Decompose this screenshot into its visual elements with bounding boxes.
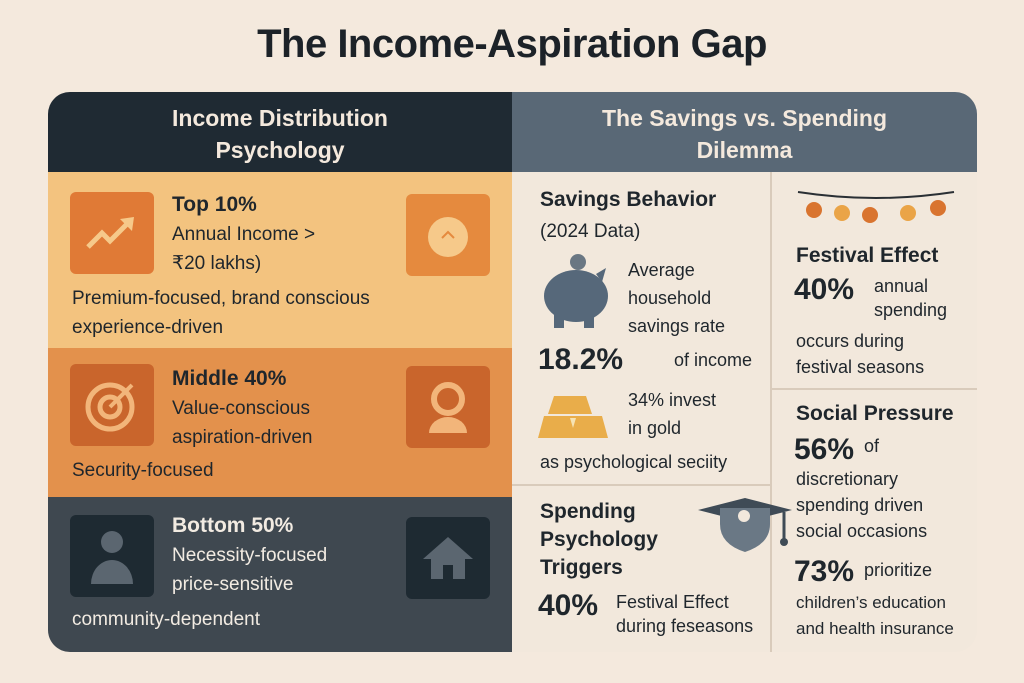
target-icon bbox=[70, 364, 154, 446]
savings-divider bbox=[512, 484, 770, 486]
left-header-line2: Psychology bbox=[215, 137, 345, 163]
bottom-50-line1: Necessity-focused bbox=[172, 545, 328, 566]
savings-rate-stat: 18.2% bbox=[538, 343, 624, 376]
middle-40-band: Middle 40% Value-conscious aspiration-driv… bbox=[48, 348, 512, 497]
education-line0: prioritize bbox=[864, 560, 933, 580]
education-line1: children’s education bbox=[796, 593, 946, 612]
savings-line2: household bbox=[628, 288, 712, 308]
festival-stat: 40% bbox=[794, 273, 855, 306]
column-divider bbox=[770, 172, 772, 652]
savings-subtitle: (2024 Data) bbox=[540, 221, 641, 242]
infographic-card: Income Distribution Psychology The Saving… bbox=[48, 92, 977, 652]
middle-40-line1: Value-conscious bbox=[172, 398, 311, 419]
bottom-50-desc: community-dependent bbox=[72, 609, 260, 630]
triggers-title1: Spending bbox=[540, 500, 636, 523]
social-stat: 56% bbox=[794, 433, 855, 466]
user-icon bbox=[70, 515, 154, 597]
bottom-50-title: Bottom 50% bbox=[172, 514, 294, 537]
bottom-50-line2: price-sensitive bbox=[172, 574, 294, 595]
middle-40-desc: Security-focused bbox=[72, 460, 214, 481]
education-stat: 73% bbox=[794, 555, 855, 588]
education-line2: and health insurance bbox=[796, 619, 954, 638]
festival-line4: festival seasons bbox=[796, 357, 925, 377]
savings-title: Savings Behavior bbox=[540, 188, 717, 211]
social-of: of bbox=[864, 436, 880, 456]
right-header-line2: Dilemma bbox=[696, 137, 793, 163]
top-10-title: Top 10% bbox=[172, 193, 257, 216]
top-10-desc2: experience-driven bbox=[72, 317, 224, 338]
left-header: Income Distribution Psychology bbox=[48, 92, 512, 172]
page-title: The Income-Aspiration Gap bbox=[257, 22, 767, 66]
person-icon bbox=[406, 366, 490, 448]
graduation-shield-icon bbox=[698, 498, 792, 552]
top-10-band: Top 10% Annual Income > ₹20 lakhs) Premium… bbox=[48, 172, 512, 348]
bottom-50-band: Bottom 50% Necessity-focused price-sensiti… bbox=[48, 497, 512, 652]
savings-rate-text: of income bbox=[674, 350, 753, 370]
middle-40-line2: aspiration-driven bbox=[172, 427, 313, 448]
gold-bars-icon bbox=[538, 396, 608, 438]
festival-line3: occurs during bbox=[796, 331, 905, 351]
right-header: The Savings vs. Spending Dilemma bbox=[512, 92, 977, 172]
top-10-line2: ₹20 lakhs) bbox=[172, 253, 262, 274]
piggy-bank-icon bbox=[544, 254, 608, 328]
trending-up-icon bbox=[70, 192, 154, 274]
triggers-line1: Festival Effect bbox=[616, 592, 729, 612]
festival-line2: spending bbox=[874, 300, 948, 320]
gold-line1: 34% invest bbox=[628, 390, 717, 410]
social-line2: spending driven bbox=[796, 495, 924, 515]
festival-divider bbox=[772, 388, 977, 390]
festival-title: Festival Effect bbox=[796, 244, 939, 267]
savings-line1: Average bbox=[628, 260, 695, 280]
home-icon bbox=[406, 517, 490, 599]
gold-line3: as psychological seciity bbox=[540, 452, 728, 472]
festival-line1: annual bbox=[874, 276, 929, 296]
triggers-title3: Triggers bbox=[540, 556, 623, 579]
middle-40-title: Middle 40% bbox=[172, 367, 287, 390]
festival-lights-icon bbox=[797, 191, 955, 223]
right-header-line1: The Savings vs. Spending bbox=[601, 105, 887, 131]
triggers-stat: 40% bbox=[538, 589, 599, 622]
gold-line2: in gold bbox=[628, 418, 682, 438]
savings-line3: savings rate bbox=[628, 316, 726, 336]
top-10-line1: Annual Income > bbox=[172, 224, 316, 245]
social-line3: social occasions bbox=[796, 521, 928, 541]
left-header-line1: Income Distribution bbox=[172, 105, 388, 131]
social-line1: discretionary bbox=[796, 469, 899, 489]
triggers-title2: Psychology bbox=[540, 528, 658, 551]
money-bag-icon bbox=[406, 194, 490, 276]
top-10-desc1: Premium-focused, brand conscious bbox=[72, 288, 370, 309]
social-title: Social Pressure bbox=[796, 402, 954, 425]
triggers-line2: during feseasons bbox=[616, 616, 754, 636]
